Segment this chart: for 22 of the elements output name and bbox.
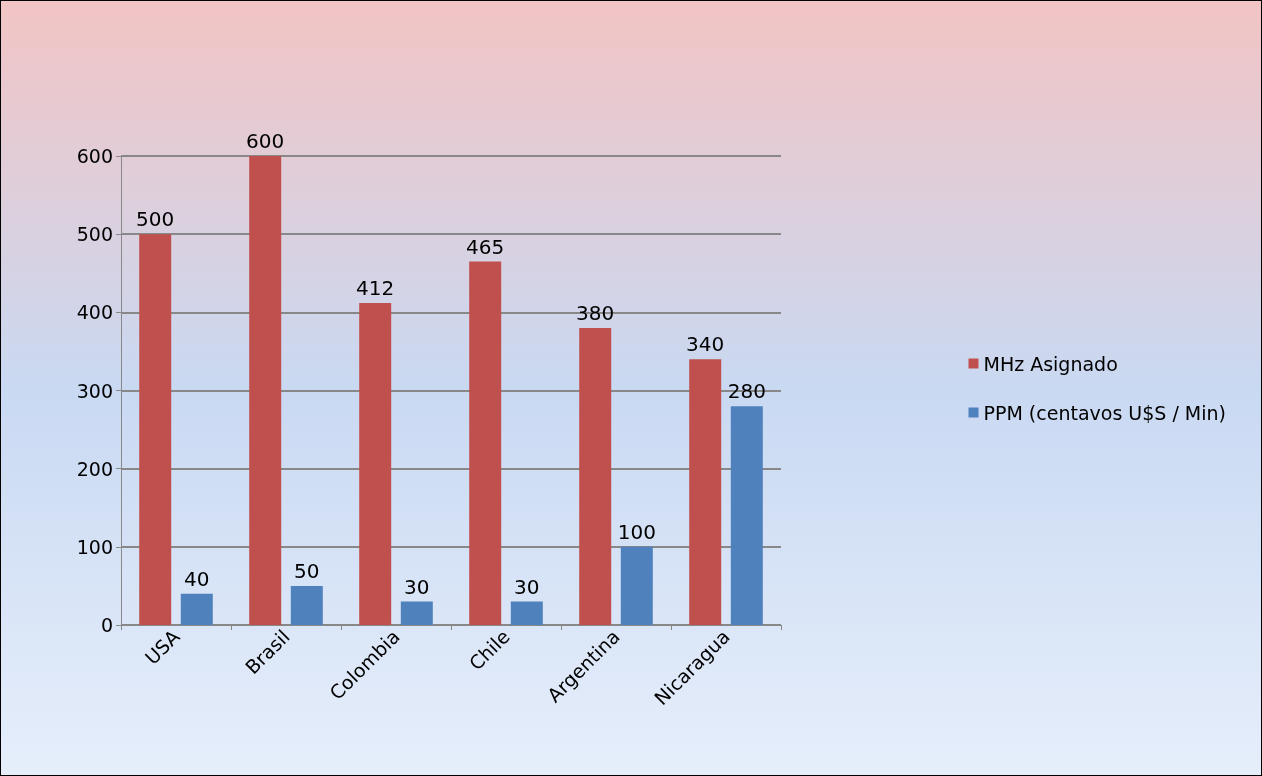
data-label: 500 xyxy=(136,207,175,232)
y-tick-label: 200 xyxy=(76,457,113,480)
legend-label: MHz Asignado xyxy=(983,352,1118,375)
y-tick-label: 400 xyxy=(76,301,113,324)
data-label: 280 xyxy=(727,379,766,404)
y-tick-label: 0 xyxy=(100,614,113,636)
data-label: 100 xyxy=(617,519,656,544)
data-label: 50 xyxy=(294,558,320,583)
y-tick-label: 500 xyxy=(76,223,113,246)
legend-label: PPM (centavos U$S / Min) xyxy=(983,401,1227,424)
data-label: 30 xyxy=(514,574,540,599)
y-tick-label: 600 xyxy=(76,145,113,167)
x-tick-label: USA xyxy=(140,625,184,669)
data-label: 340 xyxy=(686,332,725,357)
data-label: 600 xyxy=(246,129,285,153)
data-label: 465 xyxy=(466,234,505,259)
data-label: 30 xyxy=(404,574,430,599)
y-tick-label: 300 xyxy=(76,379,113,402)
data-label: 380 xyxy=(576,300,615,325)
data-label: 40 xyxy=(184,566,210,591)
data-label: 412 xyxy=(356,275,395,300)
y-tick-label: 100 xyxy=(76,535,113,558)
